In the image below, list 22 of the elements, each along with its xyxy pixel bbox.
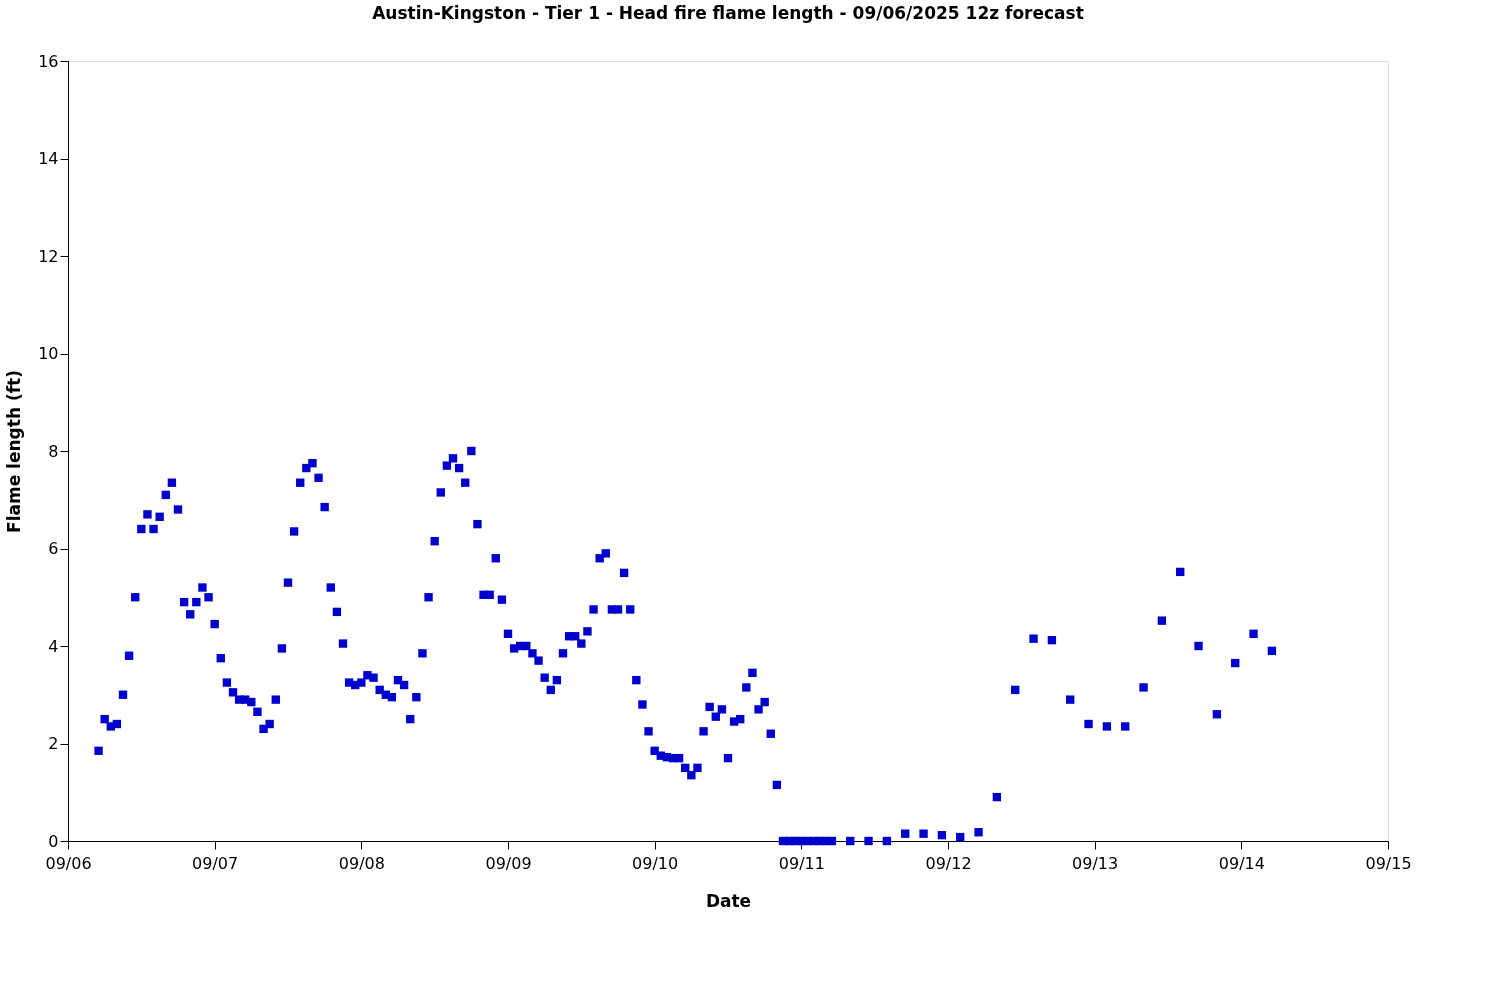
y-tick-label: 6 [48,539,59,558]
x-tick-label: 09/13 [1072,853,1119,873]
y-tick-label: 16 [38,51,59,71]
x-tick-label: 09/08 [338,853,385,873]
y-axis-title: Flame length (ft) [4,370,25,533]
x-tick-label: 09/11 [778,853,825,873]
y-tick-label: 10 [38,344,59,363]
x-tick-label: 09/14 [1218,853,1265,873]
x-tick-label: 09/15 [1365,853,1412,873]
y-tick-label: 14 [38,149,59,168]
y-tick-label: 2 [48,734,59,753]
x-tick-label: 09/10 [632,853,679,873]
y-tick-label: 12 [38,246,59,266]
x-tick-label: 09/09 [485,853,532,873]
chart-title: Austin-Kingston - Tier 1 - Head fire flame length - 09/06/2025 12z forecast [372,3,1084,23]
y-tick-label: 8 [48,441,59,461]
y-tick-label: 0 [48,831,59,851]
x-tick-label: 09/06 [45,853,92,873]
x-tick-label: 09/07 [192,853,239,873]
x-axis-title: Date [705,890,752,911]
y-tick-label: 4 [48,636,59,656]
x-tick-label: 09/12 [925,853,972,873]
